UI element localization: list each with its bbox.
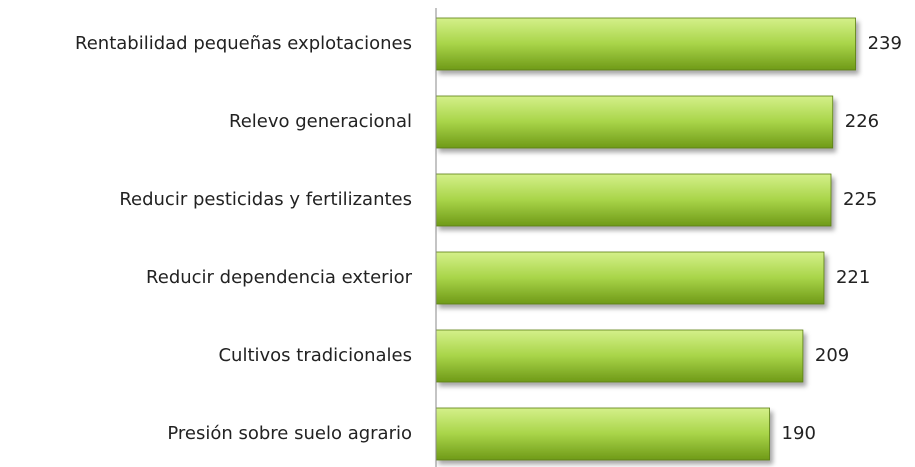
value-label: 221: [836, 267, 870, 288]
bar: [435, 17, 856, 71]
category-label: Rentabilidad pequeñas explotaciones: [75, 33, 412, 54]
bar: [435, 407, 770, 461]
category-label: Cultivos tradicionales: [218, 345, 412, 366]
value-label: 190: [782, 423, 816, 444]
bar: [435, 251, 825, 305]
category-label: Reducir dependencia exterior: [146, 267, 413, 288]
category-label: Reducir pesticidas y fertilizantes: [119, 189, 412, 210]
bar: [435, 173, 832, 227]
value-label: 226: [845, 111, 879, 132]
value-label: 209: [815, 345, 849, 366]
value-label: 239: [868, 33, 902, 54]
category-label: Presión sobre suelo agrario: [167, 423, 412, 444]
bar: [435, 95, 834, 149]
bar: [435, 329, 804, 383]
value-label: 225: [843, 189, 877, 210]
category-label: Relevo generacional: [229, 111, 412, 132]
